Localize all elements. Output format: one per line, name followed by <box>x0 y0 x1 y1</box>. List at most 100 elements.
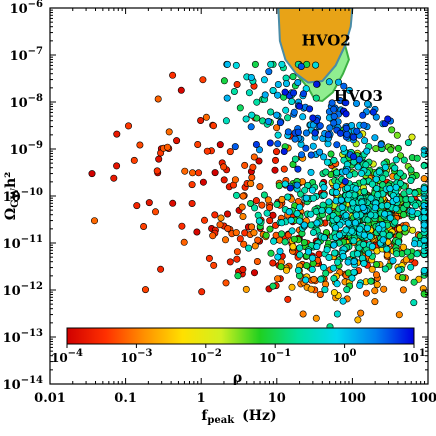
data-point <box>342 110 350 118</box>
data-point <box>223 94 231 102</box>
data-point <box>245 244 253 252</box>
data-point <box>354 163 362 171</box>
data-point <box>294 128 302 136</box>
data-point <box>202 113 210 121</box>
data-point <box>400 156 408 164</box>
data-point <box>299 90 307 98</box>
data-point <box>410 240 418 248</box>
data-point <box>301 186 309 194</box>
data-point <box>260 76 268 84</box>
data-point <box>371 287 379 295</box>
data-point <box>342 99 350 107</box>
colorbar-tick-label: 10−2 <box>190 348 222 365</box>
colorbar: 10−4 10−3 10−2 10−1 100 101 ρ <box>51 327 426 386</box>
data-point <box>274 91 282 99</box>
x-tick-label: 1000 <box>410 391 436 406</box>
data-point <box>220 163 228 171</box>
data-point <box>226 148 234 156</box>
data-point <box>403 248 411 256</box>
data-point <box>371 298 379 306</box>
data-point <box>299 310 307 318</box>
data-point <box>379 230 387 238</box>
data-point <box>309 229 317 237</box>
data-point <box>338 203 346 211</box>
data-point <box>411 189 419 197</box>
data-point <box>303 262 311 270</box>
data-point <box>380 285 388 293</box>
data-point <box>302 144 310 152</box>
data-point <box>330 289 338 297</box>
data-point <box>216 221 224 229</box>
data-point <box>290 235 298 243</box>
data-point <box>248 174 256 182</box>
data-point <box>203 147 211 155</box>
data-point <box>280 148 288 156</box>
data-point <box>296 251 304 259</box>
data-point <box>300 221 308 229</box>
data-point <box>372 175 380 183</box>
data-point <box>230 88 238 96</box>
data-point <box>404 139 412 147</box>
data-point <box>239 192 247 200</box>
data-point <box>420 175 428 183</box>
data-point <box>234 272 242 280</box>
data-point <box>251 60 259 68</box>
data-point <box>407 195 415 203</box>
y-tick-label: 10−13 <box>3 328 43 346</box>
data-point <box>281 180 289 188</box>
data-point <box>247 180 255 188</box>
data-point <box>165 128 173 136</box>
data-point <box>169 71 177 79</box>
y-axis-label: ΩGWh² <box>3 172 21 221</box>
data-point <box>361 137 369 145</box>
data-point <box>177 86 185 94</box>
data-point <box>233 191 241 199</box>
data-point <box>375 168 383 176</box>
data-point <box>407 263 415 271</box>
data-point <box>316 290 324 298</box>
data-point <box>359 178 367 186</box>
data-point <box>359 241 367 249</box>
data-point <box>231 143 239 151</box>
y-tick-label: 10−9 <box>10 140 43 158</box>
data-point <box>356 281 364 289</box>
data-point <box>344 258 352 266</box>
data-point <box>392 183 400 191</box>
data-point <box>232 229 240 237</box>
data-point <box>307 221 315 229</box>
data-point <box>220 77 228 85</box>
data-point <box>222 279 230 287</box>
data-point <box>271 156 279 164</box>
data-point <box>307 151 315 159</box>
data-point <box>271 166 279 174</box>
data-point <box>238 203 246 211</box>
y-tick-label: 10−11 <box>3 234 43 252</box>
data-point <box>282 80 290 88</box>
data-point <box>273 111 281 119</box>
data-point <box>287 216 295 224</box>
data-point <box>242 115 250 123</box>
data-point <box>308 254 316 262</box>
y-tick-label: 10−14 <box>3 375 43 393</box>
data-point <box>281 88 289 96</box>
data-point <box>299 113 307 121</box>
data-point <box>188 181 196 189</box>
data-point <box>399 274 407 282</box>
data-point <box>401 224 409 232</box>
data-point <box>249 163 257 171</box>
data-point <box>354 316 362 324</box>
data-point <box>278 219 286 227</box>
data-point <box>241 161 249 169</box>
data-point <box>333 280 341 288</box>
data-point <box>142 286 150 294</box>
data-point <box>420 193 428 201</box>
data-point <box>342 167 350 175</box>
data-point <box>140 223 148 231</box>
data-point <box>335 231 343 239</box>
data-point <box>307 168 315 176</box>
colorbar-tick-label: 10−1 <box>259 348 291 365</box>
data-point <box>402 256 410 264</box>
data-point <box>255 146 263 154</box>
data-point <box>313 243 321 251</box>
